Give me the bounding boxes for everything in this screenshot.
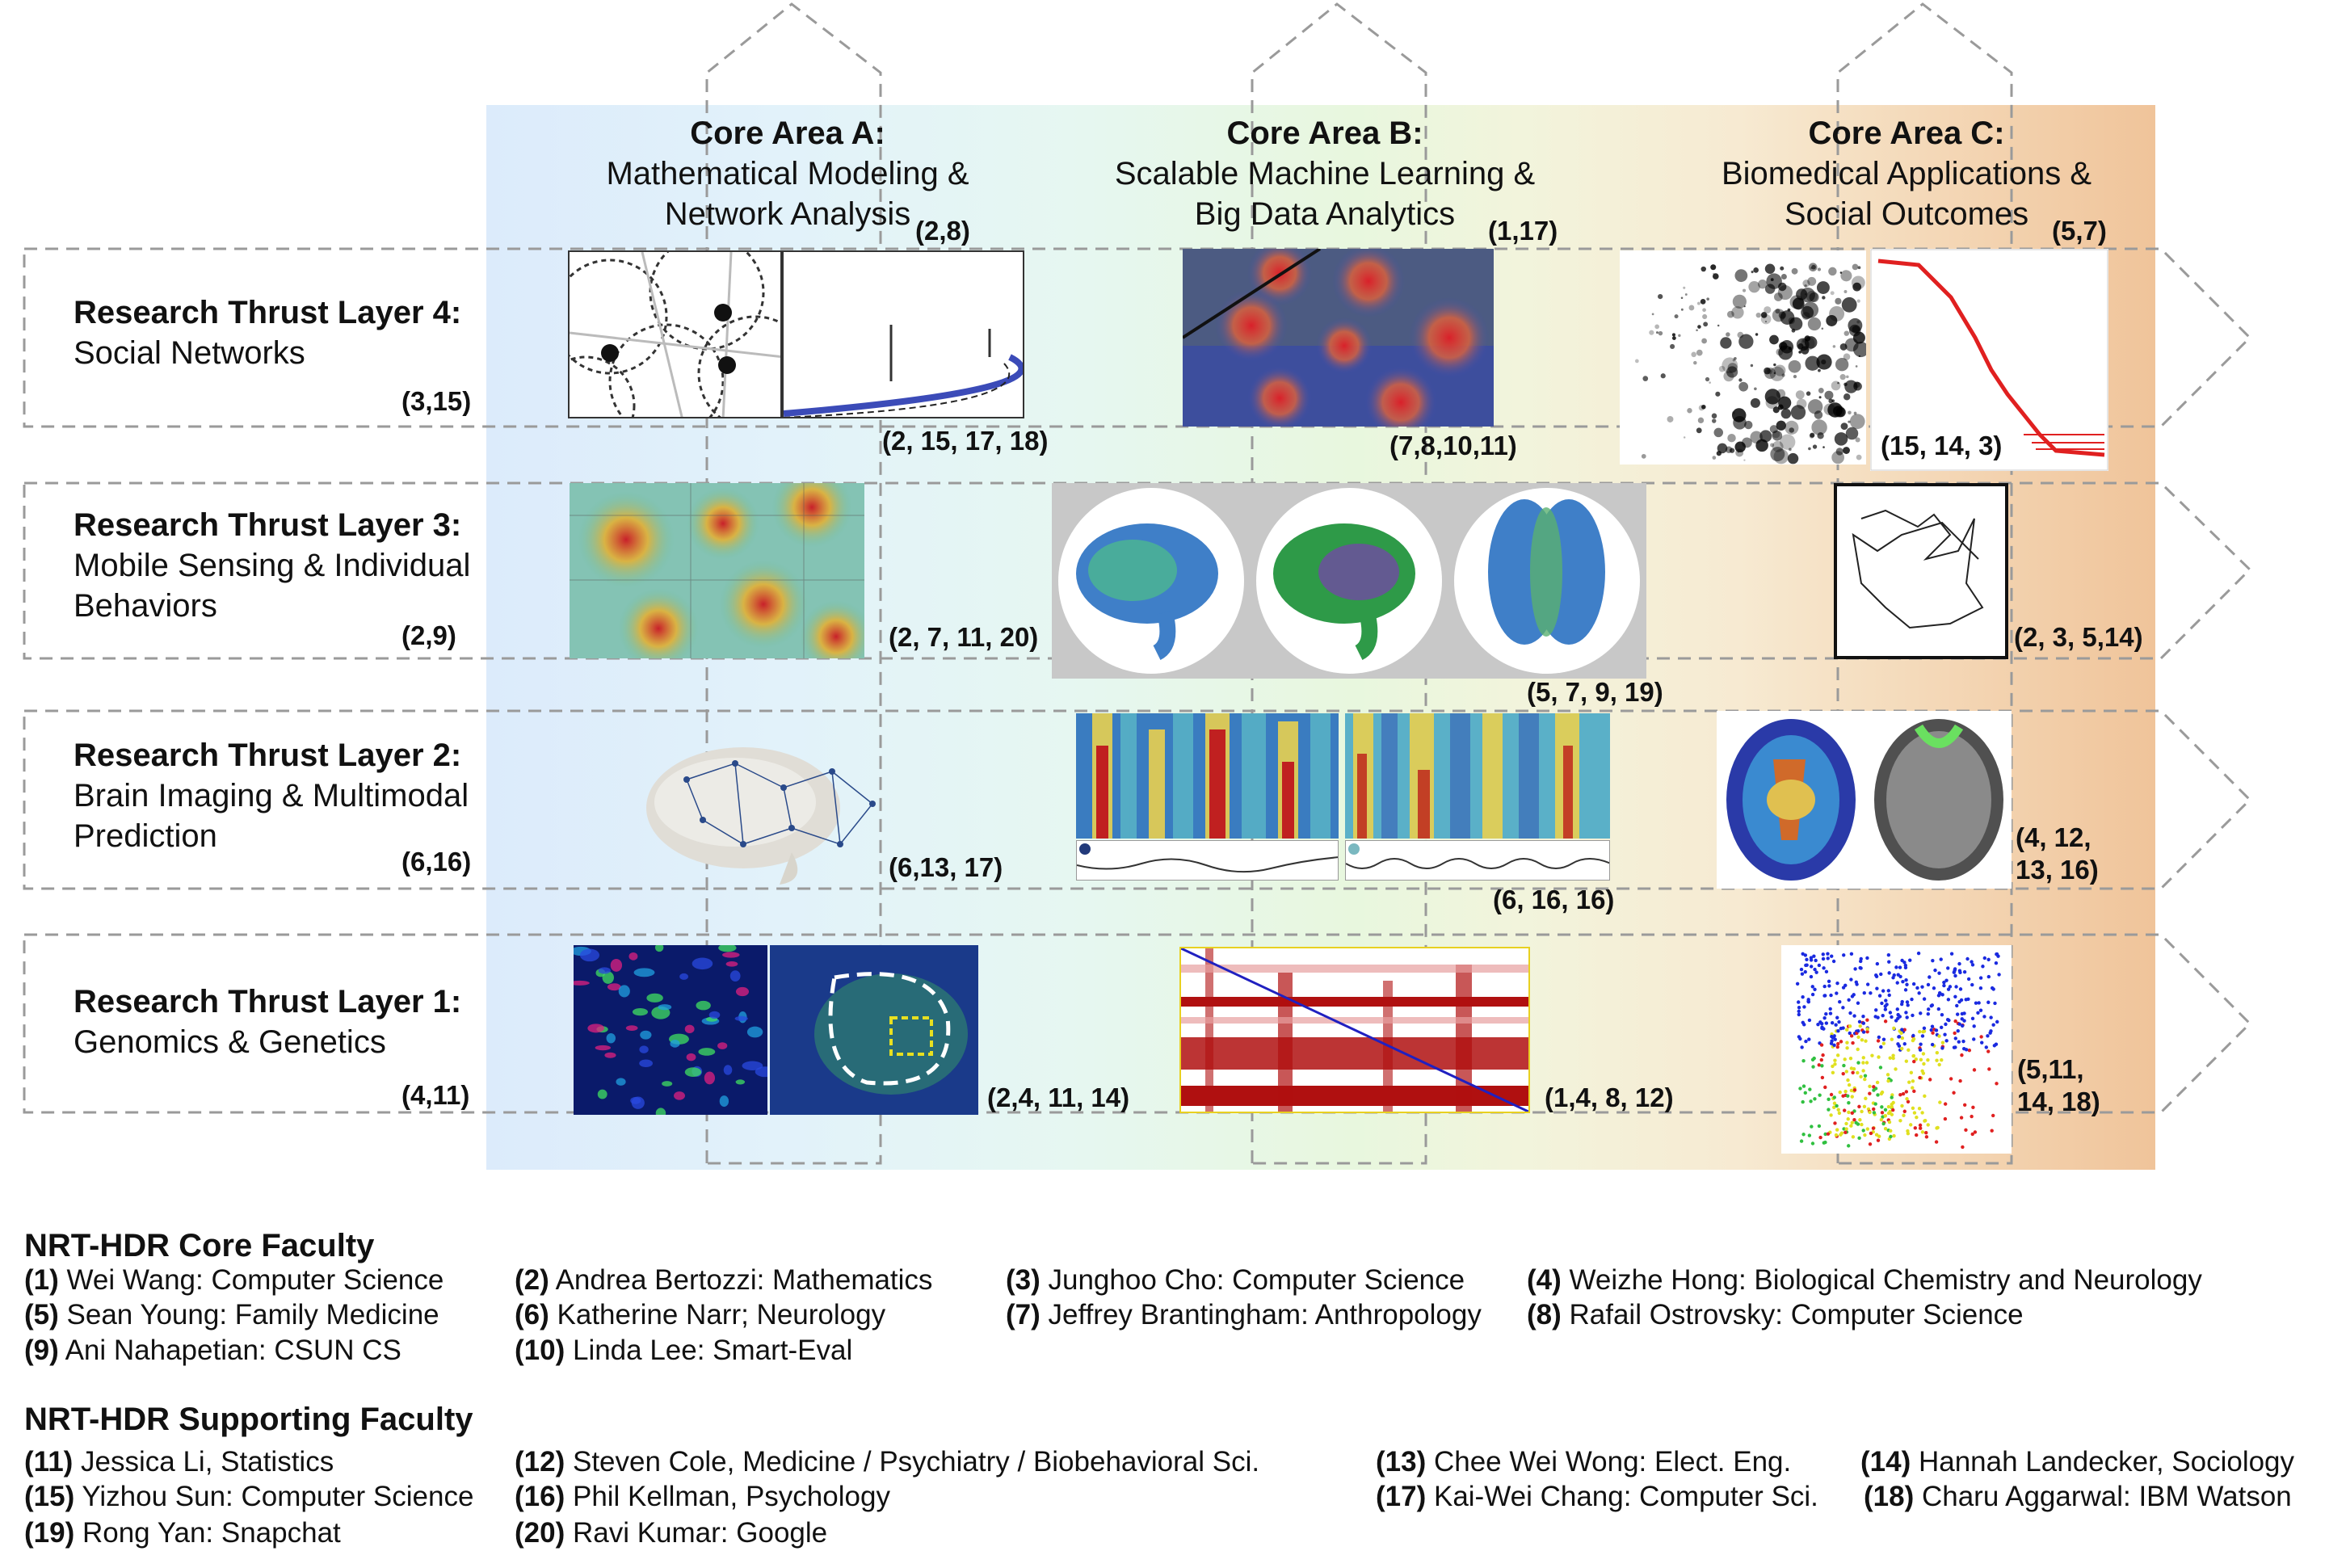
faculty-entry: (4) Weizhe Hong: Biological Chemistry an… (1527, 1264, 2202, 1296)
brain-network-figure (638, 731, 889, 889)
waveform-left (1076, 840, 1339, 881)
layer-2-cite: (6,16) (401, 847, 472, 876)
cell-fluorescence-figure (574, 945, 767, 1115)
trajectory-figure (1834, 483, 2008, 659)
layer-3-label: Research Thrust Layer 3: Mobile Sensing &… (74, 507, 471, 624)
core-area-b-cite: (1,17) (1488, 216, 1558, 246)
faculty-entry: (8) Rafail Ostrovsky: Computer Science (1527, 1299, 2024, 1330)
faculty-entry: (3) Junghoo Cho: Computer Science (1006, 1264, 1465, 1296)
faculty-entry: (6) Katherine Narr; Neurology (515, 1299, 886, 1330)
tissue-fluorescence-figure (770, 945, 978, 1115)
power-law-figure (1870, 249, 2108, 471)
spectrogram-left (1076, 713, 1339, 839)
layer-2-area-b-cite: (6, 16, 16) (1493, 885, 1615, 914)
brain-dti-figure (1052, 483, 1646, 679)
faculty-entry: (17) Kai-Wei Chang: Computer Sci. (1376, 1481, 1818, 1512)
supporting-faculty-heading: NRT-HDR Supporting Faculty (24, 1402, 473, 1437)
scatter-colored-figure (1781, 945, 2012, 1154)
core-area-c-title: Core Area C: Biomedical Applications & Soc… (1721, 116, 2092, 232)
crime-heatmap-figure (1183, 249, 1494, 427)
layer-1-area-a-cite: (2,4, 11, 14) (987, 1082, 1130, 1112)
layer-2-area-a-cite: (6,13, 17) (889, 852, 1003, 882)
layer-3-cite: (2,9) (401, 620, 456, 650)
layer-4-label: Research Thrust Layer 4: Social Networks (74, 295, 462, 371)
core-faculty-heading: NRT-HDR Core Faculty (24, 1228, 375, 1263)
faculty-entry: (9) Ani Nahapetian: CSUN CS (24, 1335, 401, 1366)
layer-3-area-a-cite: (2, 7, 11, 20) (889, 622, 1039, 652)
faculty-entry: (13) Chee Wei Wong: Elect. Eng. (1376, 1446, 1792, 1478)
network-circles-figure (568, 250, 782, 418)
faculty-entry: (5) Sean Young: Family Medicine (24, 1299, 439, 1330)
layer-1-cite: (4,11) (401, 1080, 470, 1110)
waveform-right (1345, 840, 1610, 881)
genomic-matrix-figure (1179, 947, 1530, 1113)
faculty-entry: (18) Charu Aggarwal: IBM Watson (1864, 1481, 2292, 1512)
core-area-c-cite: (5,7) (2052, 216, 2107, 246)
scatter-bubbles-figure (1620, 250, 1866, 465)
faculty-entry: (12) Steven Cole, Medicine / Psychiatry … (515, 1446, 1260, 1478)
core-area-a-cite: (2,8) (915, 216, 970, 246)
spectrogram-right (1345, 713, 1610, 839)
faculty-entry: (1) Wei Wang: Computer Science (24, 1264, 444, 1296)
layer-4-area-c-cite: (15, 14, 3) (1881, 431, 2003, 460)
brain-mri-figure (1717, 711, 2012, 889)
faculty-entry: (20) Ravi Kumar: Google (515, 1517, 828, 1549)
faculty-entry: (11) Jessica Li, Statistics (24, 1446, 334, 1478)
faculty-entry: (19) Rong Yan: Snapchat (24, 1517, 341, 1549)
layer-1-area-b-cite: (1,4, 8, 12) (1545, 1082, 1674, 1112)
layer-4-area-a-cite: (2, 15, 17, 18) (882, 426, 1049, 456)
mobility-heatmap-figure (570, 483, 864, 658)
layer-1-area-c-cite-1: (5,11, (2017, 1054, 2084, 1084)
layer-2-area-c-cite-2: 13, 16) (2016, 855, 2099, 885)
layer-4-area-b-cite: (7,8,10,11) (1389, 431, 1517, 460)
layer-2-label: Research Thrust Layer 2: Brain Imaging & … (74, 738, 469, 854)
layer-1-area-c-cite-2: 14, 18) (2017, 1087, 2100, 1116)
layer-2-area-c-cite-1: (4, 12, (2016, 822, 2091, 852)
faculty-entry: (7) Jeffrey Brantingham: Anthropology (1006, 1299, 1482, 1330)
layer-3-area-c-cite: (2, 3, 5,14) (2014, 622, 2143, 652)
faculty-entry: (16) Phil Kellman, Psychology (515, 1481, 890, 1512)
faculty-entry: (2) Andrea Bertozzi: Mathematics (515, 1264, 933, 1296)
faculty-entry: (15) Yizhou Sun: Computer Science (24, 1481, 474, 1512)
faculty-entry: (10) Linda Lee: Smart-Eval (515, 1335, 853, 1366)
layer-1-label: Research Thrust Layer 1: Genomics & Genet… (74, 984, 462, 1060)
layer-4-cite: (3,15) (401, 386, 472, 416)
core-area-b-title: Core Area B: Scalable Machine Learning & B… (1114, 116, 1536, 232)
parabola-plot-figure (782, 250, 1024, 418)
faculty-entry: (14) Hannah Landecker, Sociology (1860, 1446, 2295, 1478)
core-area-a-title: Core Area A: Mathematical Modeling & Netwo… (606, 116, 969, 232)
layer-3-area-b-cite: (5, 7, 9, 19) (1527, 677, 1663, 707)
